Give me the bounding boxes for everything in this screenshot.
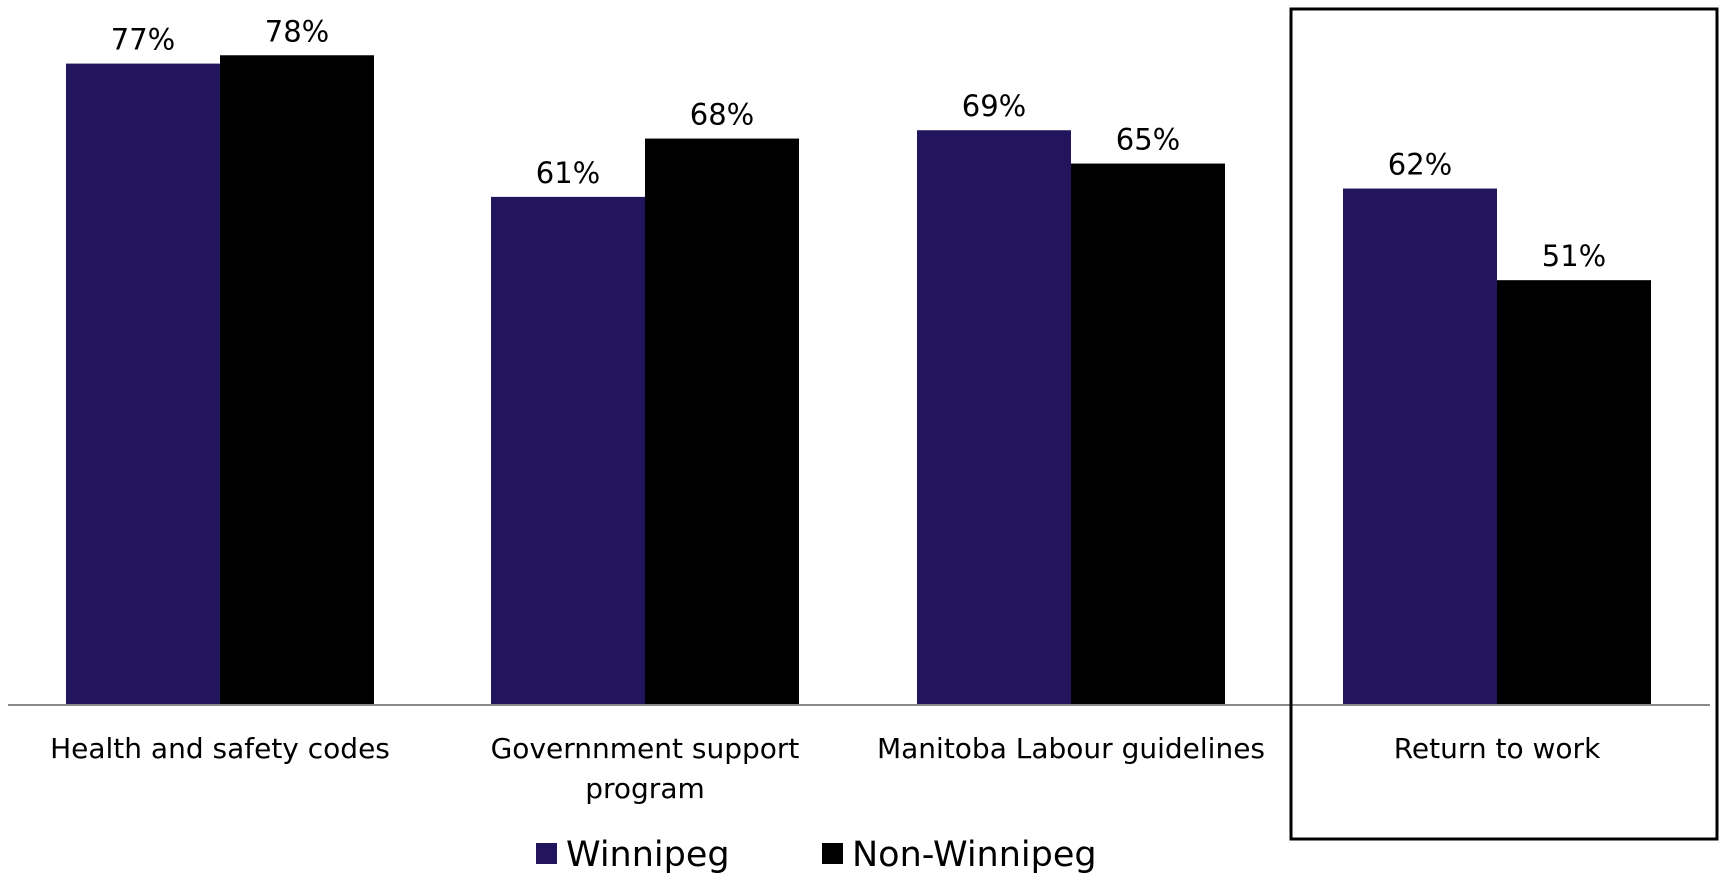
bar-non-winnipeg-2 — [1071, 163, 1225, 706]
category-labels-group: Health and safety codes Governnment suppo… — [50, 732, 1601, 805]
legend: Winnipeg Non-Winnipeg — [536, 835, 1097, 874]
data-label-non-winnipeg-2: 65% — [1116, 123, 1180, 157]
legend-swatch-winnipeg — [536, 843, 557, 864]
bar-non-winnipeg-1 — [645, 138, 799, 705]
data-label-winnipeg-3: 62% — [1388, 148, 1452, 182]
category-label-0: Health and safety codes — [50, 732, 390, 765]
legend-label-winnipeg: Winnipeg — [566, 835, 730, 874]
bar-winnipeg-1 — [491, 196, 645, 705]
data-label-non-winnipeg-3: 51% — [1542, 239, 1606, 273]
data-label-non-winnipeg-1: 68% — [690, 98, 754, 132]
bars-group — [66, 55, 1651, 706]
bar-non-winnipeg-0 — [220, 55, 374, 705]
value-labels-group: 77% 78% 61% 68% 69% 65% 62% 51% — [111, 14, 1606, 273]
data-label-winnipeg-0: 77% — [111, 23, 175, 57]
legend-swatch-non-winnipeg — [822, 843, 843, 864]
highlight-box — [1289, 7, 1719, 841]
data-label-winnipeg-1: 61% — [536, 156, 600, 190]
category-label-3: Return to work — [1394, 732, 1601, 765]
bar-winnipeg-0 — [66, 63, 220, 705]
bar-non-winnipeg-3 — [1497, 280, 1651, 705]
category-label-1-line-1: program — [585, 772, 705, 805]
bar-winnipeg-2 — [917, 130, 1071, 706]
category-label-1: Governnment support — [491, 732, 800, 765]
category-label-2: Manitoba Labour guidelines — [877, 732, 1265, 765]
legend-label-non-winnipeg: Non-Winnipeg — [852, 835, 1097, 874]
bar-winnipeg-3 — [1343, 188, 1497, 706]
data-label-winnipeg-2: 69% — [962, 89, 1026, 123]
data-label-non-winnipeg-0: 78% — [265, 14, 329, 48]
